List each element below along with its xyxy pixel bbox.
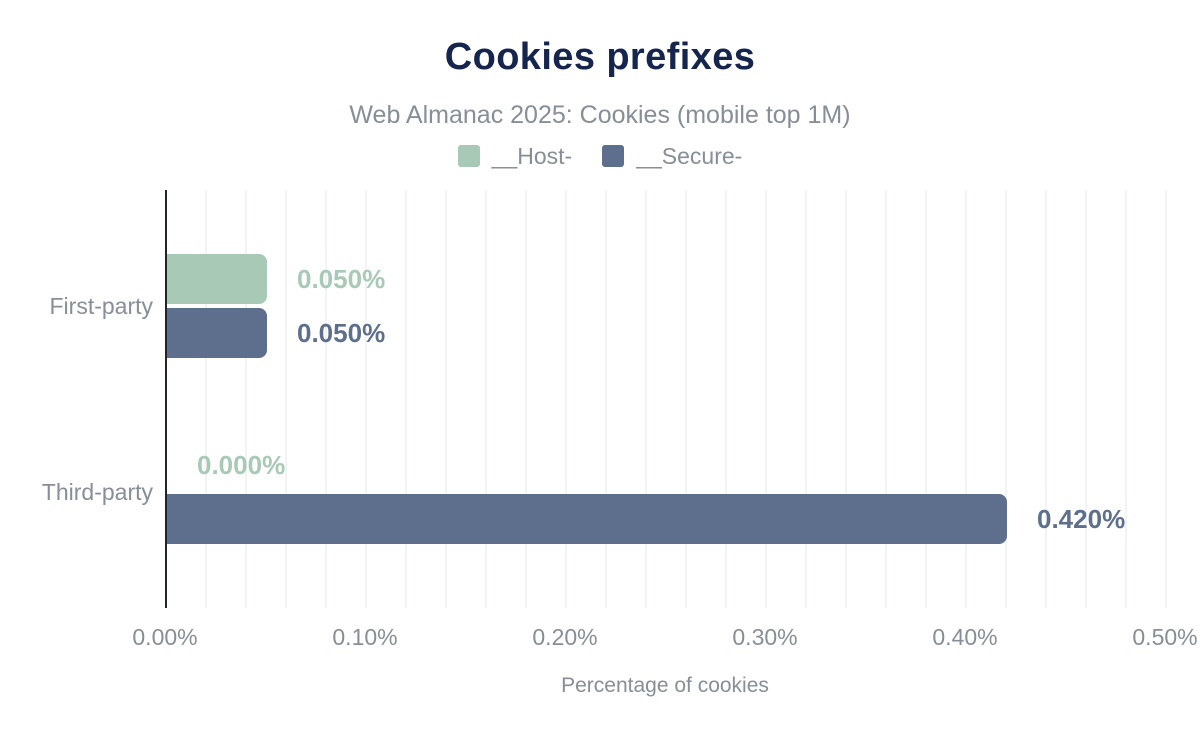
category-label-third-party: Third-party xyxy=(41,479,153,505)
bar-secure-third-party[interactable] xyxy=(167,494,1007,544)
legend: __Host- __Secure- xyxy=(0,142,1200,170)
legend-label: __Host- xyxy=(491,142,573,169)
x-tick-label-0: 0.00% xyxy=(132,624,198,650)
x-tick-label-4: 0.40% xyxy=(932,624,998,650)
bar-value-label-secure-first-party: 0.050% xyxy=(297,318,386,348)
plot-wrap: 0.050% 0.050% 0.000% 0.420% First-party Thir… xyxy=(0,190,1200,742)
x-tick-label-5: 0.50% xyxy=(1132,624,1198,650)
legend-swatch-host xyxy=(457,145,480,167)
bar-value-label-secure-third-party: 0.420% xyxy=(1037,504,1126,534)
bar-host-first-party[interactable] xyxy=(167,254,267,304)
plot-area: 0.050% 0.050% 0.000% 0.420% xyxy=(165,190,1167,608)
category-label-first-party: First-party xyxy=(49,293,154,319)
legend-item-host[interactable]: __Host- xyxy=(457,142,573,170)
chart-subtitle: Web Almanac 2025: Cookies (mobile top 1M… xyxy=(349,101,851,129)
legend-item-secure[interactable]: __Secure- xyxy=(602,143,742,170)
x-axis-title: Percentage of cookies xyxy=(561,674,769,697)
chart-title: Cookies prefixes xyxy=(444,36,756,78)
legend-label: __Secure- xyxy=(636,142,743,169)
bar-value-label-host-third-party: 0.000% xyxy=(197,450,286,480)
x-tick-label-2: 0.20% xyxy=(532,624,598,650)
x-tick-label-1: 0.10% xyxy=(332,624,398,650)
x-tick-label-3: 0.30% xyxy=(732,624,798,650)
bar-value-label-host-first-party: 0.050% xyxy=(297,264,386,294)
legend-swatch-secure xyxy=(602,145,625,167)
bar-secure-first-party[interactable] xyxy=(167,308,267,358)
